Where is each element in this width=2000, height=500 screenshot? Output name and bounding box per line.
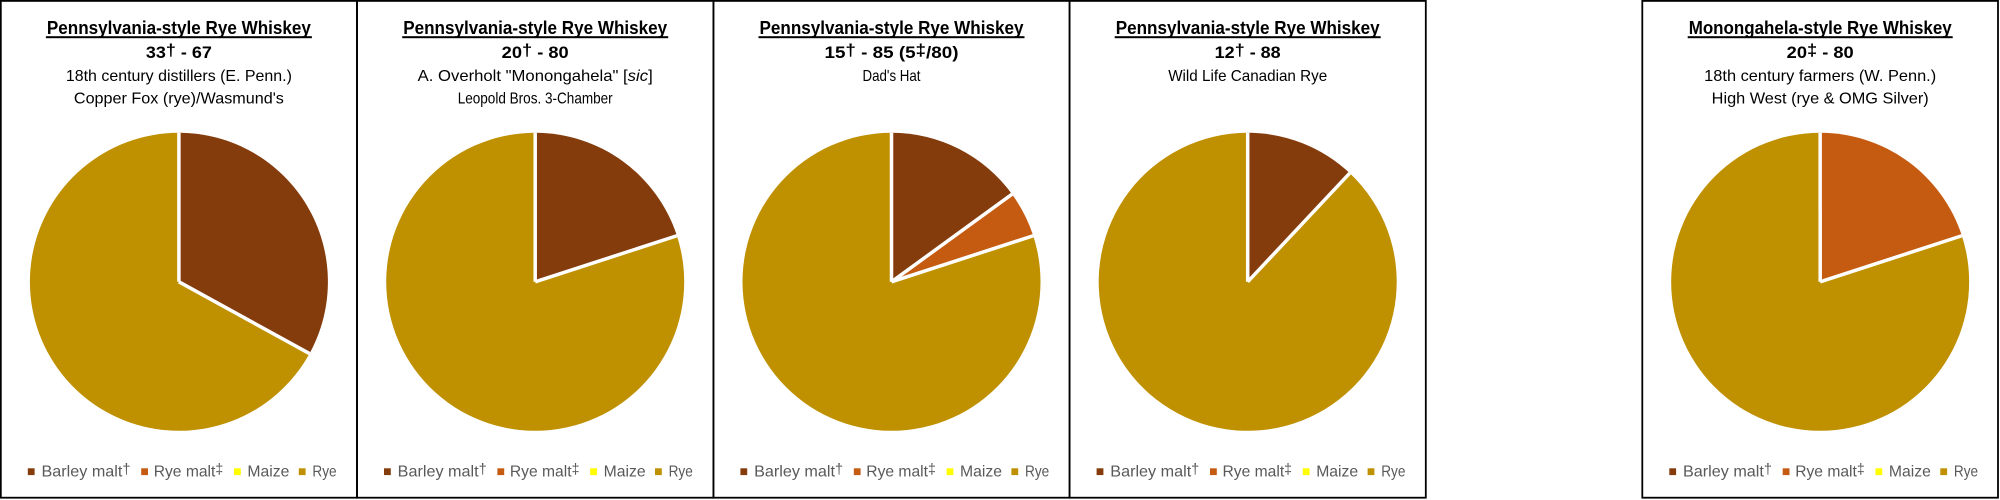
svg-text:Maize: Maize	[604, 463, 646, 480]
svg-text:Rye malt‡: Rye malt‡	[1795, 462, 1865, 480]
svg-text:Rye malt‡: Rye malt‡	[1223, 462, 1293, 480]
svg-text:20†​ - 80: 20†​ - 80	[502, 41, 569, 62]
svg-text:High West (rye & OMG Silver): High West (rye & OMG Silver)	[1712, 90, 1929, 107]
svg-text:Barley malt†: Barley malt†	[1110, 462, 1199, 480]
svg-text:Rye malt‡: Rye malt‡	[510, 462, 579, 480]
svg-text:Monongahela-style Rye Whiskey: Monongahela-style Rye Whiskey	[1689, 18, 1952, 38]
svg-text:12†​ - 88: 12†​ - 88	[1215, 41, 1281, 62]
svg-text:Pennsylvania-style Rye Whiskey: Pennsylvania-style Rye Whiskey	[1116, 18, 1380, 38]
svg-text:Rye: Rye	[669, 463, 693, 480]
svg-text:A. Overholt "Monongahela" [sic: A. Overholt "Monongahela" [sic]	[418, 68, 653, 85]
svg-text:Rye: Rye	[1954, 463, 1978, 480]
svg-text:Rye: Rye	[312, 463, 336, 480]
svg-text:Copper Fox (rye)/Wasmund's: Copper Fox (rye)/Wasmund's	[74, 90, 284, 107]
svg-text:Maize: Maize	[1316, 463, 1358, 480]
svg-text:Barley malt†: Barley malt†	[754, 462, 843, 480]
svg-text:Rye: Rye	[1025, 463, 1049, 480]
svg-text:Barley malt†: Barley malt†	[1683, 462, 1772, 480]
svg-text:Maize: Maize	[960, 463, 1002, 480]
svg-text:Rye malt‡: Rye malt‡	[866, 462, 936, 480]
svg-text:15†​ - 85 (5‡​/80): 15†​ - 85 (5‡​/80)	[825, 41, 959, 62]
svg-text:Barley malt†: Barley malt†	[398, 462, 487, 480]
svg-text:Leopold Bros. 3-Chamber: Leopold Bros. 3-Chamber	[458, 90, 614, 107]
svg-text:Pennsylvania-style Rye Whiskey: Pennsylvania-style Rye Whiskey	[760, 18, 1024, 38]
svg-text:20‡​ - 80: 20‡​ - 80	[1787, 41, 1854, 62]
svg-text:Barley malt†: Barley malt†	[42, 462, 131, 480]
svg-text:Maize: Maize	[247, 463, 289, 480]
svg-text:Wild Life Canadian Rye: Wild Life Canadian Rye	[1168, 68, 1327, 85]
svg-text:33†​ - 67: 33†​ - 67	[146, 41, 212, 62]
svg-text:18th century distillers (E. Pe: 18th century distillers (E. Penn.)	[66, 68, 292, 85]
svg-text:Rye: Rye	[1381, 463, 1405, 480]
svg-text:Maize: Maize	[1889, 463, 1931, 480]
svg-text:Rye malt‡: Rye malt‡	[154, 462, 224, 480]
svg-text:Pennsylvania-style Rye Whiskey: Pennsylvania-style Rye Whiskey	[403, 18, 667, 38]
svg-text:18th century farmers (W. Penn.: 18th century farmers (W. Penn.)	[1704, 68, 1936, 85]
svg-text:Dad's Hat: Dad's Hat	[863, 68, 921, 85]
svg-text:Pennsylvania-style Rye Whiskey: Pennsylvania-style Rye Whiskey	[47, 18, 311, 38]
